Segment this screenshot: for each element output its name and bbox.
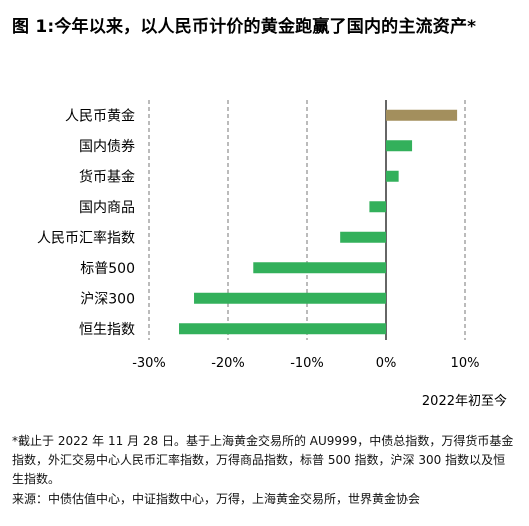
footnote: *截止于 2022 年 11 月 28 日。基于上海黄金交易所的 AU9999，… <box>12 434 514 486</box>
category-label: 国内商品 <box>79 200 135 216</box>
period-label: 2022年初至今 <box>421 394 507 409</box>
category-label: 人民币汇率指数 <box>37 229 135 246</box>
source-note: 来源：中债估值中心，中证指数中心，万得，上海黄金交易所，世界黄金协会 <box>12 492 421 506</box>
bar-2 <box>386 170 399 182</box>
category-label: 标普500 <box>80 261 135 277</box>
x-axis-ticks: -30% -20% -10% 0% 10% <box>132 356 479 371</box>
bar-6 <box>194 292 386 304</box>
bar-1 <box>386 140 413 152</box>
bars <box>179 109 458 335</box>
x-tick-label: 10% <box>451 356 480 371</box>
bar-3 <box>369 201 386 213</box>
gridlines <box>148 100 466 340</box>
bar-4 <box>340 231 386 243</box>
bar-0 <box>386 109 458 121</box>
x-tick-label: 0% <box>376 356 397 371</box>
bar-7 <box>179 323 386 335</box>
category-label: 沪深300 <box>80 291 135 307</box>
bar-5 <box>253 262 386 274</box>
x-tick-label: -10% <box>290 356 324 371</box>
category-label: 恒生指数 <box>79 322 135 338</box>
category-label: 国内债券 <box>79 139 135 155</box>
chart-title: 图 1:今年以来，以人民币计价的黄金跑赢了国内的主流资产* <box>12 17 477 37</box>
x-tick-label: -20% <box>211 356 245 371</box>
x-tick-label: -30% <box>132 356 166 371</box>
category-label: 人民币黄金 <box>65 107 135 124</box>
category-label: 货币基金 <box>79 168 135 185</box>
